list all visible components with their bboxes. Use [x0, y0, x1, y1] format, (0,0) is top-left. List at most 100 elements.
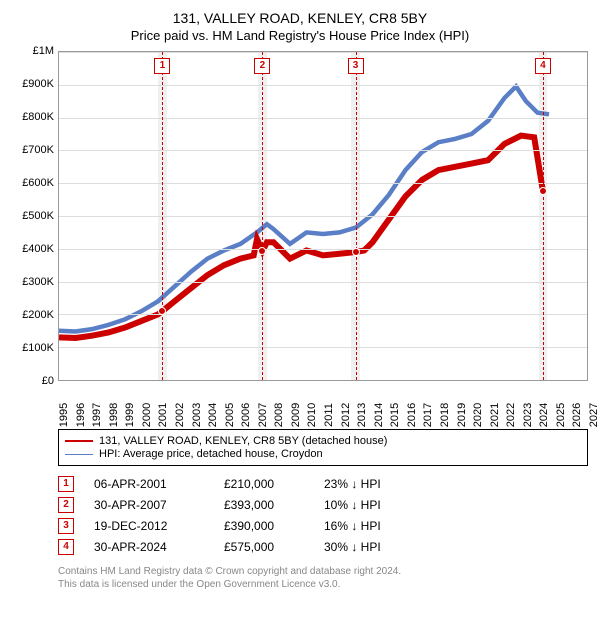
gridline	[59, 314, 587, 315]
x-tick-label: 2005	[224, 403, 236, 427]
sales-table: 1 06-APR-2001 £210,000 23% ↓ HPI 2 30-APR-200…	[58, 476, 588, 555]
page-title: 131, VALLEY ROAD, KENLEY, CR8 5BY	[12, 10, 588, 26]
legend: 131, VALLEY ROAD, KENLEY, CR8 5BY (detac…	[58, 429, 588, 466]
sales-badge: 1	[58, 476, 74, 492]
x-tick-label: 2023	[522, 403, 534, 427]
y-tick-label: £600K	[22, 177, 54, 189]
sales-diff: 30% ↓ HPI	[324, 540, 414, 554]
sales-badge: 2	[58, 497, 74, 513]
x-tick-label: 2000	[141, 403, 153, 427]
x-tick-label: 2009	[290, 403, 302, 427]
x-tick-label: 2004	[207, 403, 219, 427]
gridline	[59, 216, 587, 217]
x-tick-label: 1999	[124, 403, 136, 427]
y-tick-label: £300K	[22, 276, 54, 288]
x-tick-label: 2027	[588, 403, 600, 427]
gridline	[59, 249, 587, 250]
y-tick-label: £0	[42, 375, 54, 387]
gridline	[59, 52, 587, 53]
sales-price: £575,000	[224, 540, 304, 554]
gridline	[59, 347, 587, 348]
x-tick-label: 2012	[340, 403, 352, 427]
x-tick-label: 2016	[406, 403, 418, 427]
x-tick-label: 2019	[456, 403, 468, 427]
x-tick-label: 1996	[75, 403, 87, 427]
chart: £0£100K£200K£300K£400K£500K£600K£700K£80…	[12, 51, 588, 381]
sales-date: 19-DEC-2012	[94, 519, 204, 533]
event-badge: 2	[254, 58, 270, 74]
y-tick-label: £400K	[22, 243, 54, 255]
event-dash	[162, 52, 163, 380]
x-tick-label: 1998	[108, 403, 120, 427]
x-tick-label: 2002	[174, 403, 186, 427]
sale-dot	[258, 247, 266, 255]
sales-row: 1 06-APR-2001 £210,000 23% ↓ HPI	[58, 476, 588, 492]
sale-dot	[539, 187, 547, 195]
x-tick-label: 2022	[505, 403, 517, 427]
x-tick-label: 2013	[356, 403, 368, 427]
sales-row: 2 30-APR-2007 £393,000 10% ↓ HPI	[58, 497, 588, 513]
sales-price: £393,000	[224, 498, 304, 512]
x-tick-label: 2021	[489, 403, 501, 427]
y-tick-label: £900K	[22, 78, 54, 90]
event-badge: 4	[535, 58, 551, 74]
x-tick-label: 2001	[157, 403, 169, 427]
footer: Contains HM Land Registry data © Crown c…	[58, 565, 588, 591]
x-tick-label: 2006	[240, 403, 252, 427]
event-dash	[543, 52, 544, 380]
sales-diff: 23% ↓ HPI	[324, 477, 414, 491]
sale-dot	[158, 307, 166, 315]
x-tick-label: 2011	[323, 403, 335, 427]
sales-price: £390,000	[224, 519, 304, 533]
sales-date: 06-APR-2001	[94, 477, 204, 491]
x-tick-label: 2007	[257, 403, 269, 427]
x-tick-label: 2018	[439, 403, 451, 427]
sales-diff: 10% ↓ HPI	[324, 498, 414, 512]
event-badge: 1	[154, 58, 170, 74]
sales-diff: 16% ↓ HPI	[324, 519, 414, 533]
legend-label-hpi: HPI: Average price, detached house, Croy…	[99, 448, 323, 460]
x-tick-label: 2003	[191, 403, 203, 427]
x-tick-label: 2010	[306, 403, 318, 427]
x-tick-label: 2025	[555, 403, 567, 427]
y-tick-label: £200K	[22, 309, 54, 321]
legend-swatch-property	[65, 440, 93, 442]
x-tick-label: 2024	[538, 403, 550, 427]
y-axis: £0£100K£200K£300K£400K£500K£600K£700K£80…	[12, 51, 58, 381]
event-dash	[262, 52, 263, 380]
y-tick-label: £1M	[33, 45, 54, 57]
page-subtitle: Price paid vs. HM Land Registry's House …	[12, 28, 588, 43]
x-tick-label: 2017	[422, 403, 434, 427]
sales-row: 4 30-APR-2024 £575,000 30% ↓ HPI	[58, 539, 588, 555]
footer-line1: Contains HM Land Registry data © Crown c…	[58, 565, 588, 578]
x-tick-label: 2026	[571, 403, 583, 427]
x-tick-label: 2014	[373, 403, 385, 427]
gridline	[59, 118, 587, 119]
legend-row-hpi: HPI: Average price, detached house, Croy…	[65, 448, 581, 460]
gridline	[59, 183, 587, 184]
x-tick-label: 1997	[91, 403, 103, 427]
gridline	[59, 282, 587, 283]
y-tick-label: £500K	[22, 210, 54, 222]
sales-row: 3 19-DEC-2012 £390,000 16% ↓ HPI	[58, 518, 588, 534]
y-tick-label: £800K	[22, 111, 54, 123]
sales-price: £210,000	[224, 477, 304, 491]
y-tick-label: £100K	[22, 342, 54, 354]
x-tick-label: 2015	[389, 403, 401, 427]
x-axis: 1995199619971998199920002001200220032004…	[58, 381, 588, 423]
footer-line2: This data is licensed under the Open Gov…	[58, 578, 588, 591]
sale-dot	[352, 248, 360, 256]
sales-badge: 4	[58, 539, 74, 555]
event-badge: 3	[348, 58, 364, 74]
x-tick-label: 2020	[472, 403, 484, 427]
legend-row-property: 131, VALLEY ROAD, KENLEY, CR8 5BY (detac…	[65, 435, 581, 447]
sales-date: 30-APR-2024	[94, 540, 204, 554]
sales-badge: 3	[58, 518, 74, 534]
plot-area: 1 2 3 4	[58, 51, 588, 381]
event-dash	[356, 52, 357, 380]
y-tick-label: £700K	[22, 144, 54, 156]
gridline	[59, 150, 587, 151]
legend-swatch-hpi	[65, 454, 93, 455]
sales-date: 30-APR-2007	[94, 498, 204, 512]
gridline	[59, 85, 587, 86]
